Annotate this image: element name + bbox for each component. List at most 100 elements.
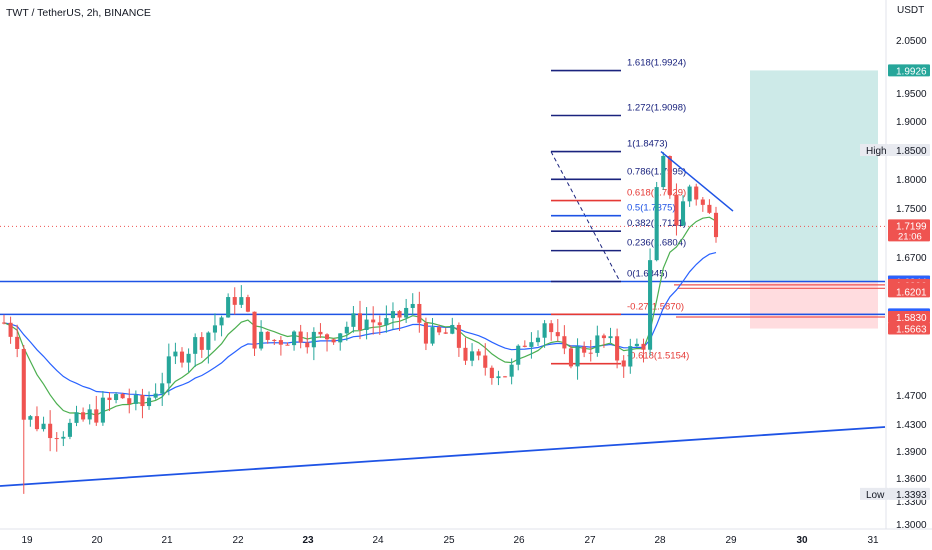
- x-tick-label: 25: [443, 535, 455, 546]
- candle-body: [232, 297, 237, 305]
- price-tag-label: 1.5663: [896, 325, 927, 336]
- candle-body: [41, 423, 46, 430]
- candle-body: [285, 344, 290, 346]
- y-tick-label: 1.3600: [896, 474, 927, 485]
- price-tag-label: 1.9926: [896, 66, 927, 77]
- candle-body: [292, 331, 297, 346]
- candle-body: [707, 204, 712, 213]
- candle-body: [562, 336, 567, 349]
- candle-body: [621, 360, 626, 367]
- candle-body: [298, 331, 303, 343]
- x-tick-label: 31: [867, 535, 879, 546]
- x-tick-label: 19: [21, 535, 33, 546]
- price-tag: [888, 219, 930, 242]
- y-tick-label: 1.9500: [896, 89, 927, 100]
- candle-body: [74, 412, 79, 423]
- candle-body: [661, 155, 666, 188]
- x-tick-label: 22: [232, 535, 244, 546]
- candle-body: [364, 319, 369, 330]
- candle-body: [87, 409, 92, 420]
- candle-body: [522, 345, 527, 347]
- candle-body: [615, 336, 620, 361]
- candle-body: [654, 187, 659, 261]
- candle-body: [535, 337, 541, 343]
- candle-body: [331, 339, 336, 343]
- stop-zone: [750, 281, 878, 329]
- candle-body: [456, 324, 461, 348]
- currency-label: USDT: [897, 5, 924, 16]
- candle-body: [272, 339, 277, 341]
- candle-body: [410, 303, 415, 308]
- candle-body: [311, 331, 316, 348]
- candle-body: [423, 322, 428, 344]
- candle-body: [265, 331, 270, 340]
- price-tag-prefix: High: [866, 146, 887, 157]
- candle-body: [437, 327, 442, 333]
- x-tick-label: 21: [161, 535, 173, 546]
- candle-body: [582, 346, 587, 353]
- y-tick-label: 1.9000: [896, 117, 927, 128]
- countdown-label: 21:06: [898, 231, 922, 242]
- candle-body: [397, 311, 402, 318]
- price-tag-prefix-bg: [860, 487, 888, 500]
- candle-body: [680, 201, 686, 226]
- x-tick-label: 23: [302, 535, 314, 546]
- descending-trendline: [660, 150, 734, 212]
- candle-body: [114, 394, 119, 401]
- candle-body: [555, 332, 560, 337]
- candle-body: [483, 355, 488, 368]
- x-tick-label: 26: [513, 535, 525, 546]
- candle-body: [344, 326, 349, 334]
- candle-body: [377, 322, 382, 326]
- candle-body: [212, 325, 218, 333]
- x-tick-label: 27: [584, 535, 596, 546]
- candle-body: [430, 327, 435, 344]
- price-tag: [888, 285, 930, 298]
- candle-body: [509, 364, 514, 377]
- price-tag-label: 1.6201: [896, 287, 927, 298]
- candle-body: [219, 317, 224, 326]
- chart-title: TWT / TetherUS, 2h, BINANCE: [6, 7, 151, 19]
- candle-body: [173, 351, 178, 357]
- price-tag-label: 1.8500: [896, 146, 927, 157]
- candle-body: [595, 335, 600, 353]
- target-zone: [750, 70, 878, 282]
- candle-body: [226, 297, 231, 318]
- candle-body: [34, 416, 40, 430]
- candle-body: [608, 336, 613, 339]
- y-tick-label: 1.8000: [896, 175, 927, 186]
- candle-body: [549, 323, 554, 333]
- candle-body: [127, 398, 132, 404]
- candle-body: [28, 416, 33, 420]
- candle-body: [245, 297, 250, 312]
- candle-body: [384, 318, 389, 326]
- fib-level-label: 0(1.6345): [627, 268, 668, 279]
- price-tag-prefix-bg: [860, 144, 888, 156]
- candle-body: [648, 260, 653, 350]
- candle-body: [588, 352, 593, 354]
- price-tag: [888, 322, 930, 335]
- candle-body: [179, 351, 185, 363]
- candle-body: [575, 346, 580, 367]
- candle-body: [404, 307, 409, 318]
- fib-level-label: 1.272(1.9098): [627, 103, 686, 114]
- x-tick-label: 28: [654, 535, 666, 546]
- candle-body: [133, 394, 138, 404]
- candle-body: [67, 422, 72, 437]
- candle-body: [687, 186, 692, 202]
- candle-body: [390, 311, 396, 319]
- price-tag: [888, 311, 930, 324]
- candle-body: [470, 351, 475, 361]
- candle-body: [700, 199, 705, 205]
- price-tag: [888, 144, 930, 156]
- fib-anchor-line: [550, 151, 621, 282]
- candle-body: [529, 342, 534, 347]
- candle-body: [1, 322, 7, 324]
- candle-body: [120, 394, 125, 399]
- y-tick-label: 1.4300: [896, 420, 927, 431]
- candle-body: [318, 331, 323, 335]
- candle-body: [160, 383, 165, 394]
- price-tag-label: 1.7199: [896, 221, 927, 232]
- candle-body: [324, 334, 330, 340]
